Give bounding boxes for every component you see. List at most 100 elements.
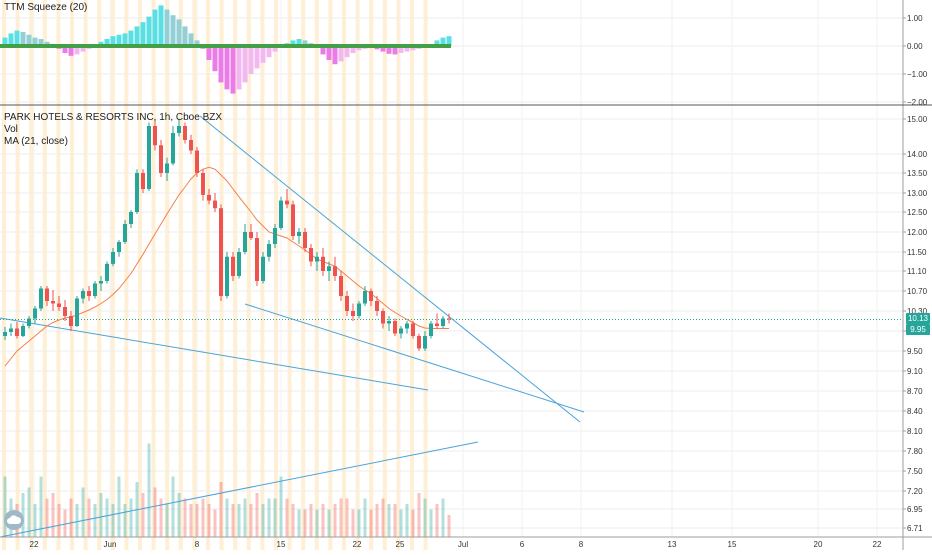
volume-bar — [285, 498, 289, 537]
squeeze-bar — [434, 40, 440, 46]
candle-body — [363, 291, 367, 304]
candle-body — [135, 173, 139, 212]
squeeze-bar — [146, 16, 152, 46]
time-tick-label: 8 — [579, 540, 584, 549]
volume-bar — [33, 504, 37, 537]
candle-body — [273, 228, 277, 244]
volume-bar — [231, 504, 235, 537]
candle-body — [63, 307, 67, 316]
session-band — [369, 0, 374, 550]
candle-body — [69, 316, 73, 326]
volume-bar — [429, 509, 433, 537]
volume-bar — [27, 487, 31, 537]
volume-bar — [201, 498, 205, 537]
volume-bar — [387, 504, 391, 537]
candle-body — [57, 303, 61, 307]
squeeze-bar — [152, 9, 158, 47]
time-tick-label: Jun — [104, 540, 117, 549]
time-tick-label: 25 — [396, 540, 405, 549]
volume-bar — [213, 509, 217, 537]
squeeze-bar — [134, 26, 140, 46]
time-tick-label: 6 — [520, 540, 525, 549]
volume-bar — [357, 509, 361, 537]
squeeze-bar — [62, 46, 68, 53]
candle-body — [357, 303, 361, 316]
squeeze-bar — [20, 32, 26, 46]
trendlines — [0, 115, 903, 538]
session-band — [246, 0, 251, 550]
volume-bar — [435, 504, 439, 537]
session-band — [2, 0, 6, 550]
candle-body — [207, 194, 211, 201]
trendline — [0, 441, 479, 538]
indicator-title: TTM Squeeze (20) — [4, 2, 88, 13]
volume-bar — [417, 493, 421, 537]
session-band — [97, 0, 102, 550]
volume-bar — [183, 498, 187, 537]
candle-body — [243, 232, 247, 252]
price-tick-label: 8.40 — [907, 407, 923, 416]
volume-bar — [105, 498, 109, 537]
candle-body — [9, 328, 13, 332]
chart-logo-icon[interactable] — [4, 510, 24, 530]
volume-bar — [363, 498, 367, 537]
candle-body — [93, 283, 97, 296]
time-tick-label: 20 — [814, 540, 823, 549]
time-tick-label: 13 — [668, 540, 677, 549]
time-tick-label: 22 — [873, 540, 882, 549]
candle-body — [147, 126, 151, 189]
squeeze-bar — [410, 46, 416, 51]
squeeze-bar — [272, 46, 278, 52]
session-band — [124, 0, 129, 550]
candle-body — [399, 328, 403, 334]
price-tick-label: 15.00 — [907, 115, 928, 124]
candle-body — [441, 318, 445, 326]
candle-body — [339, 276, 343, 296]
candle-body — [231, 256, 235, 276]
candle-body — [405, 323, 409, 329]
price-tick-label: 11.50 — [907, 248, 927, 257]
squeeze-bar — [386, 46, 392, 54]
volume-bar — [339, 498, 343, 537]
candle-body — [219, 208, 223, 296]
squeeze-bar — [404, 46, 410, 52]
volume-bar — [177, 493, 181, 537]
candle-body — [129, 212, 133, 224]
volume-bar — [75, 504, 79, 537]
session-band — [314, 0, 319, 550]
squeeze-bar — [446, 36, 452, 46]
candle-body — [387, 321, 391, 324]
price-tick-label: 11.10 — [907, 267, 927, 276]
candle-body — [177, 126, 181, 133]
candle-body — [237, 252, 241, 276]
volume-bar — [405, 504, 409, 537]
price-tick-label: 7.20 — [907, 487, 923, 496]
volume-bar — [87, 498, 91, 537]
squeeze-bar — [74, 46, 80, 55]
session-band — [56, 0, 61, 550]
squeeze-bar — [338, 46, 344, 62]
squeeze-bar — [26, 34, 32, 46]
squeeze-bar — [260, 46, 266, 63]
squeeze-bar — [188, 33, 194, 46]
volume-bar — [333, 504, 337, 537]
squeeze-bar — [392, 46, 398, 55]
candle-body — [75, 298, 79, 326]
candle-body — [435, 323, 439, 326]
price-tick-label: 13.50 — [907, 169, 928, 178]
candle-body — [411, 323, 415, 336]
candle-body — [267, 244, 271, 257]
squeeze-bar — [290, 40, 296, 46]
grid-lines — [0, 0, 903, 537]
squeeze-bar — [80, 46, 86, 52]
session-band — [42, 0, 47, 550]
volume-bar — [141, 493, 145, 537]
session-highlights — [2, 0, 428, 550]
candle-body — [39, 288, 43, 309]
price-tick-label: 9.50 — [907, 347, 923, 356]
squeeze-bar — [212, 46, 218, 72]
volume-bar — [267, 498, 271, 537]
squeeze-bar — [140, 22, 146, 46]
squeeze-bar — [110, 36, 116, 46]
